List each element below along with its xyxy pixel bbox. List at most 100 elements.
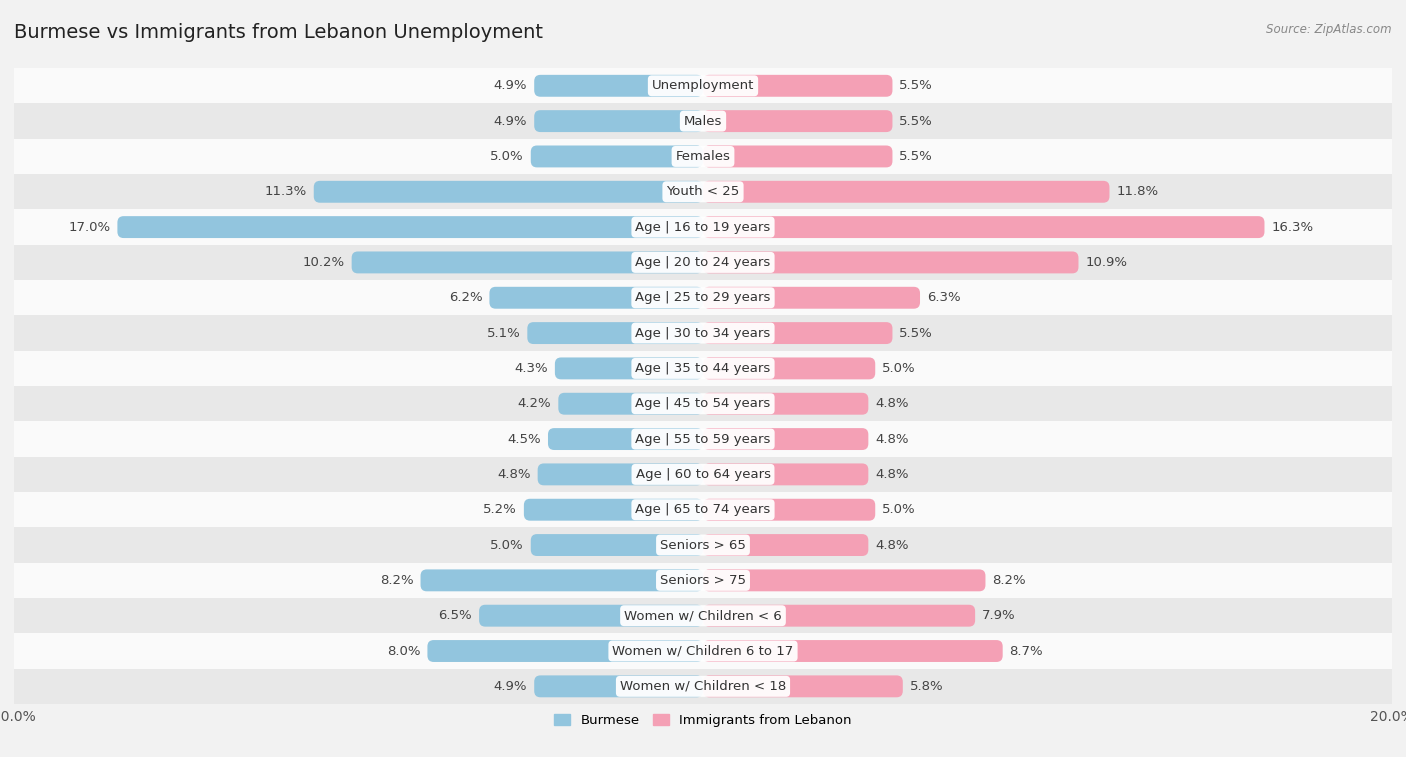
- FancyBboxPatch shape: [531, 534, 703, 556]
- FancyBboxPatch shape: [555, 357, 703, 379]
- FancyBboxPatch shape: [531, 145, 703, 167]
- Text: Age | 55 to 59 years: Age | 55 to 59 years: [636, 432, 770, 446]
- FancyBboxPatch shape: [703, 322, 893, 344]
- FancyBboxPatch shape: [703, 605, 976, 627]
- Text: Source: ZipAtlas.com: Source: ZipAtlas.com: [1267, 23, 1392, 36]
- Text: 4.2%: 4.2%: [517, 397, 551, 410]
- FancyBboxPatch shape: [534, 111, 703, 132]
- Text: 8.7%: 8.7%: [1010, 644, 1043, 658]
- Text: Age | 65 to 74 years: Age | 65 to 74 years: [636, 503, 770, 516]
- FancyBboxPatch shape: [703, 499, 875, 521]
- FancyBboxPatch shape: [524, 499, 703, 521]
- Bar: [14, 245, 1392, 280]
- FancyBboxPatch shape: [703, 251, 1078, 273]
- FancyBboxPatch shape: [527, 322, 703, 344]
- FancyBboxPatch shape: [703, 675, 903, 697]
- Text: Seniors > 65: Seniors > 65: [659, 538, 747, 552]
- Bar: [14, 386, 1392, 422]
- FancyBboxPatch shape: [703, 393, 869, 415]
- Text: 6.2%: 6.2%: [449, 291, 482, 304]
- Text: Females: Females: [675, 150, 731, 163]
- FancyBboxPatch shape: [489, 287, 703, 309]
- Bar: [14, 139, 1392, 174]
- Text: Seniors > 75: Seniors > 75: [659, 574, 747, 587]
- Text: 5.0%: 5.0%: [882, 503, 915, 516]
- Bar: [14, 210, 1392, 245]
- Bar: [14, 316, 1392, 350]
- Bar: [14, 422, 1392, 456]
- Text: 5.5%: 5.5%: [900, 326, 934, 340]
- FancyBboxPatch shape: [534, 675, 703, 697]
- Text: 10.2%: 10.2%: [302, 256, 344, 269]
- FancyBboxPatch shape: [420, 569, 703, 591]
- FancyBboxPatch shape: [703, 569, 986, 591]
- Bar: [14, 634, 1392, 668]
- Text: 5.8%: 5.8%: [910, 680, 943, 693]
- FancyBboxPatch shape: [703, 217, 1264, 238]
- Text: Women w/ Children < 18: Women w/ Children < 18: [620, 680, 786, 693]
- Text: 5.0%: 5.0%: [491, 150, 524, 163]
- FancyBboxPatch shape: [703, 463, 869, 485]
- Text: 8.2%: 8.2%: [380, 574, 413, 587]
- Text: 5.1%: 5.1%: [486, 326, 520, 340]
- Text: 5.2%: 5.2%: [484, 503, 517, 516]
- Text: 10.9%: 10.9%: [1085, 256, 1128, 269]
- Text: 6.5%: 6.5%: [439, 609, 472, 622]
- FancyBboxPatch shape: [703, 428, 869, 450]
- Text: 8.2%: 8.2%: [993, 574, 1026, 587]
- Bar: [14, 456, 1392, 492]
- Text: 5.5%: 5.5%: [900, 79, 934, 92]
- Text: 4.8%: 4.8%: [875, 432, 908, 446]
- Text: Unemployment: Unemployment: [652, 79, 754, 92]
- FancyBboxPatch shape: [703, 145, 893, 167]
- Text: 4.3%: 4.3%: [515, 362, 548, 375]
- FancyBboxPatch shape: [703, 287, 920, 309]
- Text: Age | 60 to 64 years: Age | 60 to 64 years: [636, 468, 770, 481]
- Bar: [14, 68, 1392, 104]
- FancyBboxPatch shape: [534, 75, 703, 97]
- Text: 17.0%: 17.0%: [69, 220, 111, 234]
- FancyBboxPatch shape: [703, 181, 1109, 203]
- Bar: [14, 528, 1392, 562]
- FancyBboxPatch shape: [703, 357, 875, 379]
- FancyBboxPatch shape: [558, 393, 703, 415]
- Text: Age | 35 to 44 years: Age | 35 to 44 years: [636, 362, 770, 375]
- Text: Women w/ Children 6 to 17: Women w/ Children 6 to 17: [613, 644, 793, 658]
- FancyBboxPatch shape: [117, 217, 703, 238]
- Text: 5.5%: 5.5%: [900, 114, 934, 128]
- FancyBboxPatch shape: [703, 111, 893, 132]
- Bar: [14, 668, 1392, 704]
- Text: Burmese vs Immigrants from Lebanon Unemployment: Burmese vs Immigrants from Lebanon Unemp…: [14, 23, 543, 42]
- Text: Males: Males: [683, 114, 723, 128]
- Legend: Burmese, Immigrants from Lebanon: Burmese, Immigrants from Lebanon: [548, 709, 858, 732]
- Text: 11.3%: 11.3%: [264, 185, 307, 198]
- Text: 5.5%: 5.5%: [900, 150, 934, 163]
- Bar: [14, 492, 1392, 528]
- FancyBboxPatch shape: [352, 251, 703, 273]
- Bar: [14, 350, 1392, 386]
- FancyBboxPatch shape: [314, 181, 703, 203]
- Bar: [14, 562, 1392, 598]
- Text: 4.9%: 4.9%: [494, 680, 527, 693]
- Text: Age | 45 to 54 years: Age | 45 to 54 years: [636, 397, 770, 410]
- Text: 4.8%: 4.8%: [498, 468, 531, 481]
- FancyBboxPatch shape: [548, 428, 703, 450]
- Text: 8.0%: 8.0%: [387, 644, 420, 658]
- Bar: [14, 104, 1392, 139]
- Text: Age | 25 to 29 years: Age | 25 to 29 years: [636, 291, 770, 304]
- FancyBboxPatch shape: [427, 640, 703, 662]
- Text: 4.8%: 4.8%: [875, 397, 908, 410]
- Text: 16.3%: 16.3%: [1271, 220, 1313, 234]
- Text: Women w/ Children < 6: Women w/ Children < 6: [624, 609, 782, 622]
- Text: 4.9%: 4.9%: [494, 114, 527, 128]
- Text: 4.8%: 4.8%: [875, 468, 908, 481]
- Text: 4.5%: 4.5%: [508, 432, 541, 446]
- Text: Age | 20 to 24 years: Age | 20 to 24 years: [636, 256, 770, 269]
- Text: Age | 30 to 34 years: Age | 30 to 34 years: [636, 326, 770, 340]
- FancyBboxPatch shape: [537, 463, 703, 485]
- Text: 4.8%: 4.8%: [875, 538, 908, 552]
- FancyBboxPatch shape: [479, 605, 703, 627]
- Text: 7.9%: 7.9%: [981, 609, 1015, 622]
- Text: 5.0%: 5.0%: [882, 362, 915, 375]
- Text: 6.3%: 6.3%: [927, 291, 960, 304]
